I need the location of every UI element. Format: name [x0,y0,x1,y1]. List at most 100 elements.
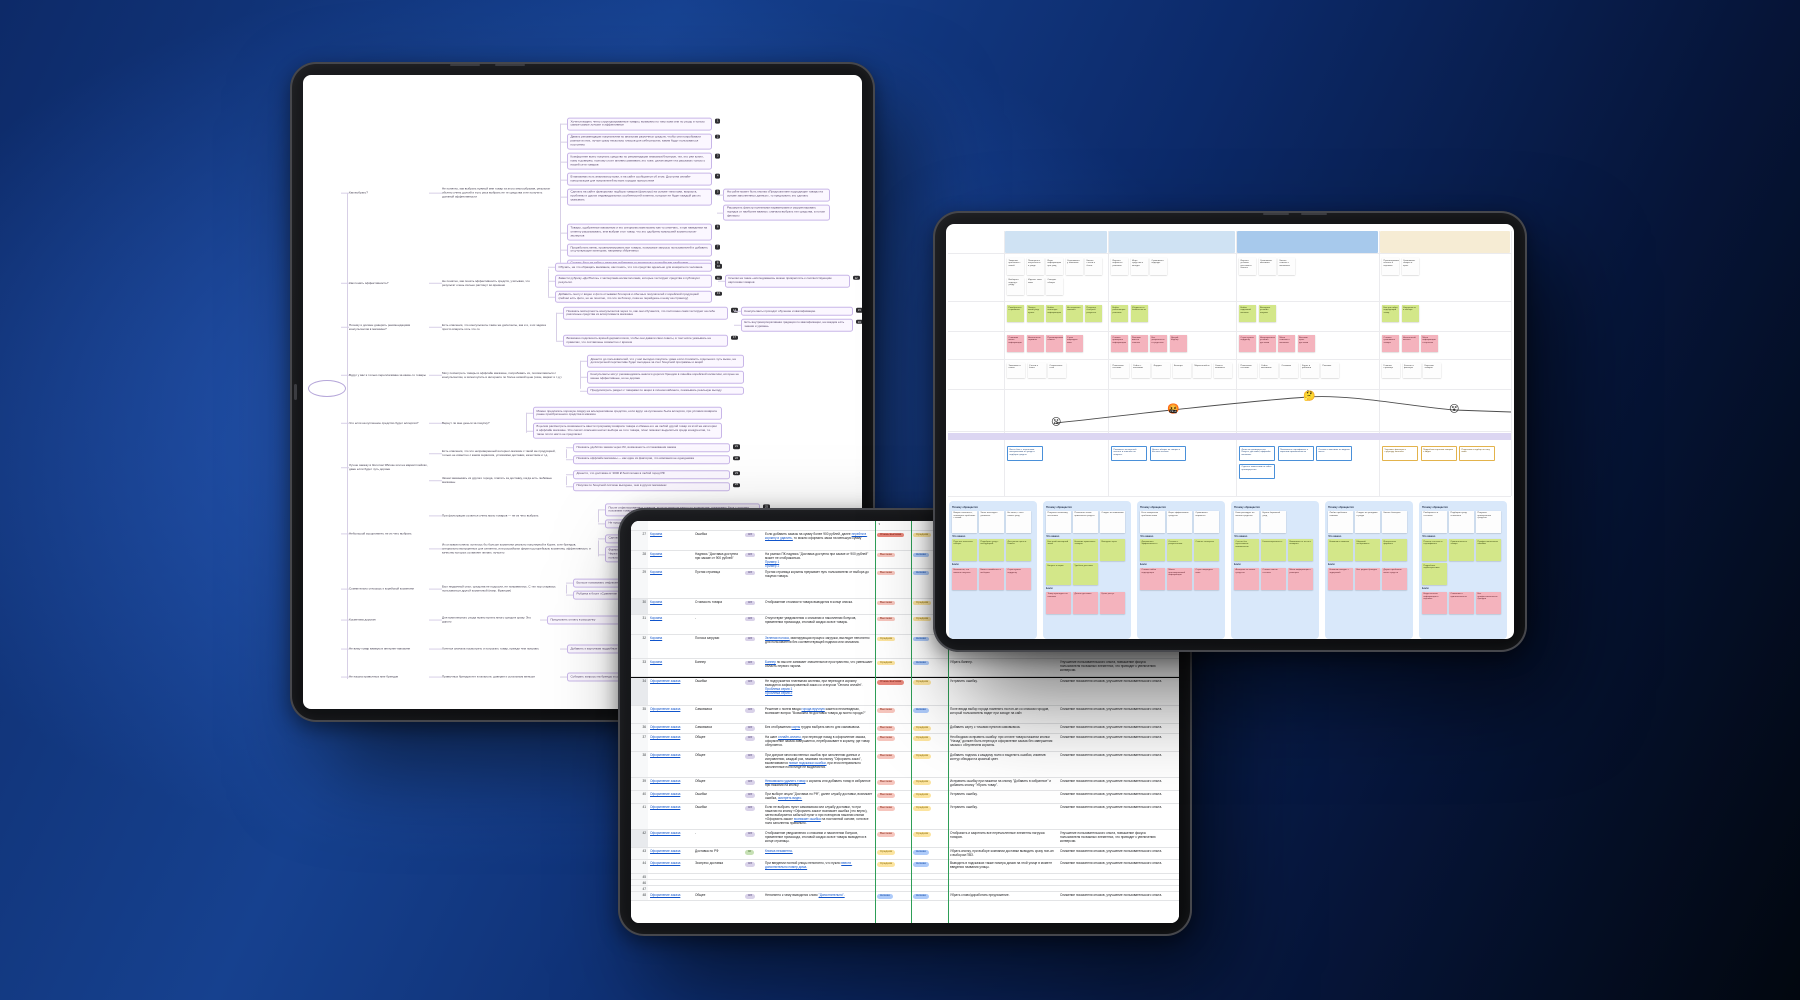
sheet-row[interactable]: 40 Оформление заказа Ошибки UX При выборе оп… [631,791,1179,805]
mindmap-idea-node[interactable]: Предусмотреть раздел с товарами по акции… [580,386,744,396]
cell-recommendation[interactable] [948,874,1058,879]
sticky-note[interactable]: Нужен бережный уход [1261,510,1286,533]
mindmap-branch-label[interactable]: Не нашла привычных мне брендов [341,675,429,679]
importance-chip[interactable]: Средняя [877,862,896,867]
cell-cx[interactable]: Средняя [911,778,948,790]
cell-effect[interactable]: Снижение показателя отказов, улучшение п… [1060,679,1163,684]
cell-type[interactable] [743,874,763,879]
cell-page[interactable]: Оформление заказа [648,724,693,733]
sticky-note[interactable]: Боится ошибиться с выбором [979,567,1004,590]
cell-cx[interactable]: Низкая [911,635,948,658]
importance-chip[interactable]: Средняя [877,660,896,666]
sticky-note[interactable]: Аллергия на новые средства [1234,567,1259,590]
persona-card[interactable]: Почему обращается Возраст меняется, появи… [949,501,1037,639]
cell-imp[interactable]: Высокая [875,752,911,777]
sticky-note[interactable]: Доказанная эффективность [1140,539,1165,561]
sticky-note[interactable]: Мало информации в карточке [1421,335,1438,352]
cell-type[interactable]: UX [743,752,763,777]
sticky-note[interactable]: Новинки выходят с задержкой [1328,567,1353,590]
sticky-note[interactable]: Недостаточно информации в карточке [1422,591,1447,614]
persona-card[interactable]: Почему обращается Кожа реагирует на многи… [1231,501,1319,639]
sticky-note[interactable]: Любит пробовать новинки [1328,510,1353,533]
sheet-row[interactable]: 48 Оформление заказа Общее UX Непонятно к че… [631,892,1179,902]
cell-imp[interactable]: Высокая [875,791,911,803]
cell-cx[interactable]: Средняя [911,724,948,733]
cell-page[interactable] [648,886,693,891]
mindmap-mid-node[interactable]: Зачем заказывать из другого города, плат… [429,476,560,484]
mindmap-branch-label[interactable]: Сомнительно отношусь к корейской космети… [341,587,429,591]
mindmap-sub-node[interactable]: Ссылки на такие «исследования» можно при… [718,274,850,288]
cell-type[interactable]: UX [743,615,763,634]
sheet-header-cell[interactable] [648,521,693,530]
cell-block[interactable]: Экспресс доставка [695,861,724,866]
mindmap-idea-node[interactable]: Завести рубрику «До/После» с экспертами-… [548,274,712,288]
importance-chip[interactable]: Средняя [877,850,896,855]
cell-page[interactable]: Оформление заказа [648,706,693,723]
cell-recommendation[interactable] [948,880,1058,885]
cell-problem[interactable]: Если добавить заказы на сумму более 900 … [765,532,868,540]
type-chip[interactable]: UI [745,850,754,855]
emotion-emoji[interactable]: 🤬 [1167,404,1180,415]
cell-block[interactable]: Общее [695,753,706,758]
emotion-emoji[interactable]: 🤔 [1303,391,1316,402]
cjm-stage-header[interactable] [1109,231,1235,253]
type-chip[interactable]: UX [745,680,756,685]
sticky-note[interactable]: Реклама [1321,363,1339,378]
sheet-row[interactable]: 39 Оформление заказа Общее UX Невозможно уда… [631,778,1179,792]
sticky-note[interactable]: Покупает проверенные средства [1476,510,1501,533]
sticky-note[interactable]: Карты и рейтинги [1300,363,1319,378]
mindmap-branch-label[interactable]: Как выбрать? [341,191,429,195]
page-link[interactable]: Оформление заказа [650,831,681,836]
cell-problem[interactable]: Непонятно к чему выводится слово "Дополн… [765,893,845,898]
cell-type[interactable]: UX [743,734,763,751]
mindmap-sub-node[interactable]: Есть внутрикорпоративная градация по ква… [734,318,853,332]
mindmap-branch-label[interactable]: Что если на купленное средство будет алл… [341,421,429,425]
sticky-note[interactable]: Долгий подбор [1169,335,1187,352]
page-link[interactable]: Корзина [650,552,663,556]
sticky-note[interactable]: Не знает, с чего начать уход [1006,510,1031,533]
problem-link[interactable]: Зеленая полоса, [765,636,790,640]
cell-cx[interactable]: Средняя [911,734,948,751]
sticky-note[interactable]: Получить быстрый результат [1085,305,1102,322]
cell-problem[interactable] [763,874,875,879]
mindmap-idea-node[interactable]: Можно предлагать хорошую скидку на альте… [526,406,722,420]
cell-page[interactable]: Оформление заказа [648,830,693,847]
sticky-note[interactable]: Страх купить подделку [1006,567,1031,590]
sticky-note[interactable]: Ищет средства и методы [1130,258,1148,275]
complexity-chip[interactable]: Средняя [913,680,932,685]
cell-block[interactable]: Полоса загрузки [695,636,720,640]
sticky-note[interactable]: Интересные форматы [1382,539,1407,561]
sheet-header-cell[interactable] [743,521,763,530]
complexity-chip[interactable]: Низкая [913,894,929,899]
sticky-note[interactable]: Состав без агрессивных компонентов [1234,539,1259,561]
type-chip[interactable]: UX [745,660,756,666]
cell-recommendation[interactable]: Убрать слово/доработать предложение. [950,893,1010,898]
cell-problem[interactable]: Пустая страница корзины прерывает путь п… [765,570,870,578]
complexity-chip[interactable]: Средняя [913,616,932,622]
idea-note[interactable]: Вести блог с понятными материалами об ух… [1007,446,1043,461]
cell-page[interactable]: Корзина [648,635,693,658]
mindmap-sub-node[interactable]: Консультанты проходят обучение и квалифи… [734,306,853,316]
mindmap-sub-node[interactable]: На сайте может быть кнопка «Предложи мне… [716,188,831,202]
sticky-note[interactable]: Ищет информацию про уход [1046,258,1063,275]
mindmap-mid-node[interactable]: Для комплексного ухода нужно купить мног… [429,616,534,624]
sticky-note[interactable]: Непонятные термины [1026,335,1044,352]
cell-block[interactable]: Ошибки [695,805,707,810]
idea-note[interactable]: Донести преимущества: бонусы, доставка, … [1239,446,1275,461]
sheet-row[interactable]: 46 [631,880,1179,887]
mindmap-idea-node[interactable]: Показать удобство заказа через ЛК, возмо… [566,443,730,453]
cell-recommendation[interactable]: Исправить ошибку при нажатии на кнопку "… [950,779,1052,788]
sticky-note[interactable]: Быстро найти подходящий товар [1382,305,1399,322]
cell-cx[interactable]: Низкая [911,848,948,859]
complexity-chip[interactable]: Средняя [913,832,932,837]
cell-imp[interactable]: Высокая [875,778,911,790]
complexity-chip[interactable]: Низкая [913,850,929,855]
cell-imp[interactable]: Низкая [875,892,911,900]
cell-type[interactable] [743,886,763,891]
mindmap-mid-node[interactable]: Не понятно, как понять эффективность сре… [429,279,542,287]
mindmap-idea-node[interactable]: Обучать, на что обращать внимание, как п… [548,262,712,272]
cell-block[interactable]: Ошибки [695,792,707,797]
cell-type[interactable] [743,880,763,885]
mindmap-idea-node[interactable]: Донести до пользователей, что у нас выго… [580,354,744,368]
sticky-note[interactable]: Наличие привычных товаров [1073,539,1098,561]
